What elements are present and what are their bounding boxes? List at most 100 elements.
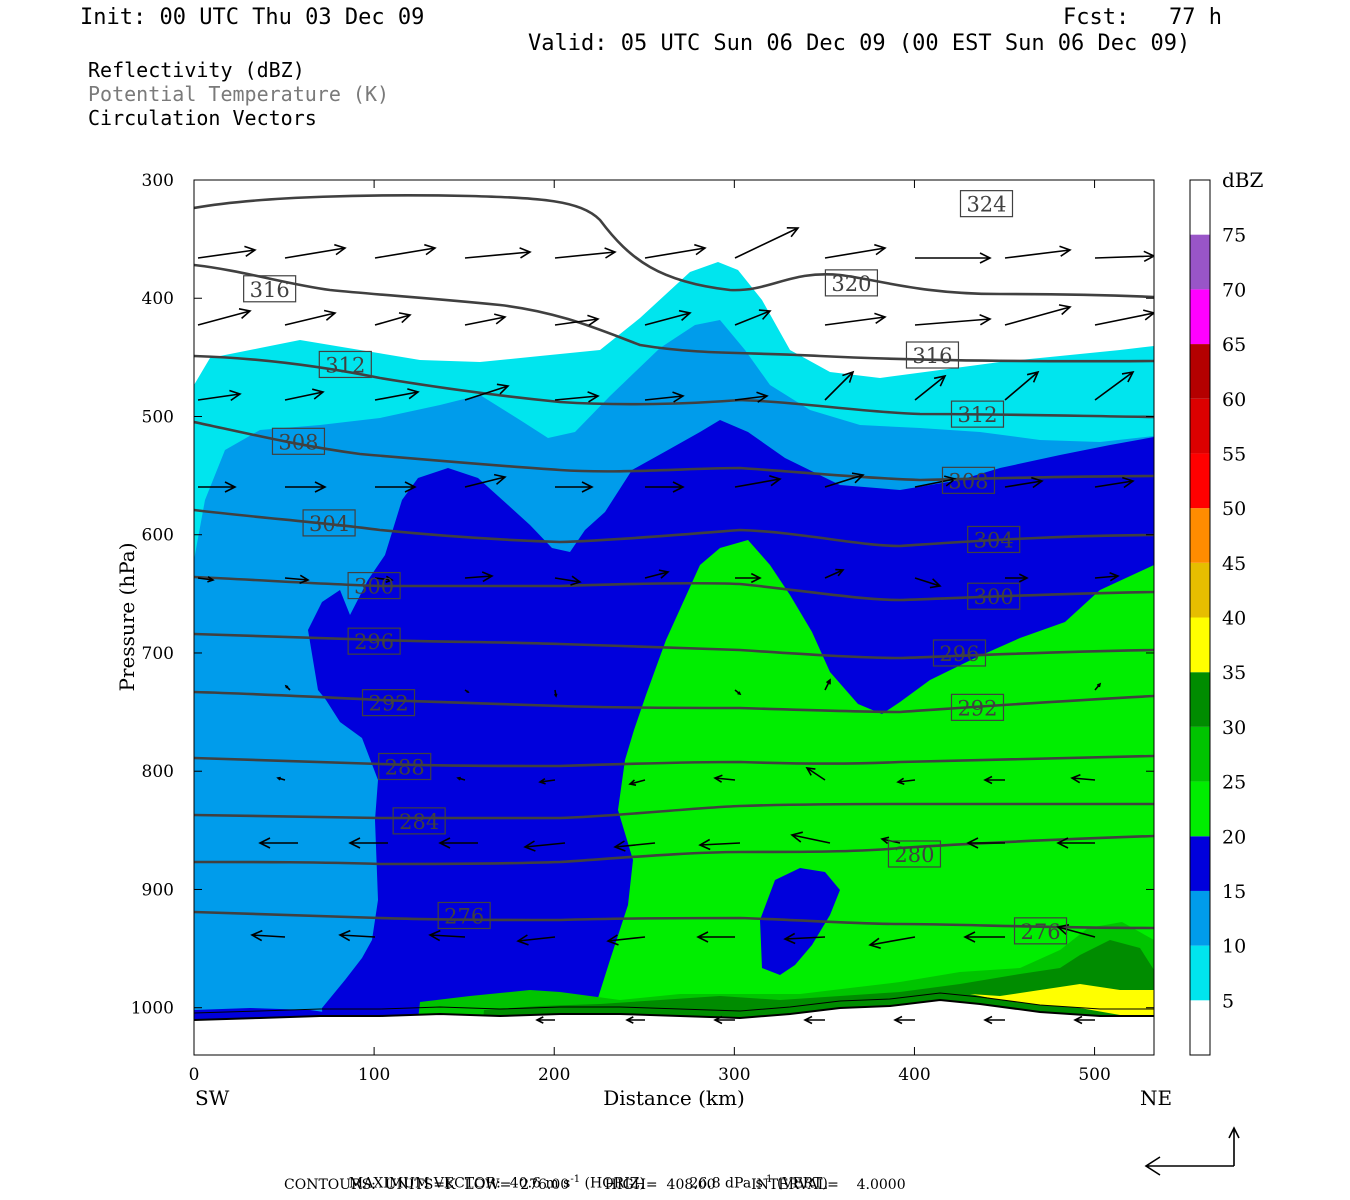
circulation-vector [805, 766, 826, 781]
theta-label: 296 [354, 630, 394, 654]
circulation-vector [1094, 370, 1135, 401]
theta-label-box [887, 840, 942, 868]
contour-note: CONTOURS: UNITS=K LOW= 276.00 HIGH= 408.… [284, 1177, 906, 1193]
colorbar-level-label: 10 [1222, 936, 1246, 958]
circulation-vector [197, 576, 215, 583]
y-tick-label: 900 [142, 880, 174, 900]
circulation-vector [644, 569, 670, 579]
max-vector-prefix: MAXIMUM VECTOR: 40.6 m s [348, 1175, 571, 1192]
circulation-vector [1094, 309, 1154, 326]
theta-label: 276 [1020, 920, 1060, 944]
circulation-vector [734, 309, 772, 326]
circulation-vector [698, 838, 741, 851]
theta-label-box [967, 582, 1021, 610]
theta-label: 276 [444, 904, 484, 928]
circulation-vector [374, 388, 420, 401]
theta-contour-labels: 324 320 316 316 312 312 308 308 304 304 300 300 296 2… [243, 190, 1068, 945]
circulation-vector [824, 312, 887, 326]
circulation-vector [464, 383, 510, 401]
circulation-vector [613, 840, 656, 852]
theta-label-box [392, 807, 446, 835]
circulation-vector [1004, 370, 1040, 401]
colorbar-swatch [1190, 781, 1210, 837]
circulation-vector [783, 932, 826, 945]
circulation-vector [734, 391, 769, 403]
colorbar-swatch [1190, 453, 1210, 509]
circulation-vector [554, 391, 600, 403]
circulation-vector [893, 1015, 915, 1025]
circulation-vector [966, 837, 1005, 849]
circulation-vector [896, 777, 916, 786]
circulation-vector [464, 473, 507, 488]
circulation-vector [523, 840, 566, 852]
circulation-vector [734, 475, 782, 488]
colorbar-level-label: 25 [1222, 772, 1246, 794]
plot-frame [193, 179, 1155, 1056]
theta-contours [194, 194, 1154, 930]
colorbar-swatch [1190, 398, 1210, 454]
colorbar-level-label: 55 [1222, 443, 1246, 465]
theta-label: 288 [385, 755, 425, 779]
theta-label: 308 [948, 469, 988, 493]
theta-label: 312 [957, 403, 997, 427]
max-vector-exp2: -1 [762, 1174, 773, 1185]
circulation-vector [915, 252, 992, 264]
circulation-vector [713, 774, 736, 783]
theta-label-box [950, 693, 1005, 721]
colorbar-level-label: 30 [1222, 717, 1246, 739]
colorbar-level-label: 20 [1222, 826, 1246, 848]
circulation-vector [713, 1015, 735, 1025]
circulation-vector [538, 778, 556, 785]
y-tick-label: 1000 [131, 999, 174, 1019]
colorbar-swatch [1190, 617, 1210, 673]
circulation-vector [1004, 245, 1072, 259]
theta-label-box [302, 509, 356, 537]
circulation-vector [963, 931, 1005, 943]
colorbar-level-label: 70 [1222, 279, 1246, 301]
circulation-vector [644, 243, 707, 259]
theta-label-box [347, 627, 401, 655]
circulation-vector [1004, 476, 1044, 489]
circulation-vector [464, 689, 470, 694]
theta-label-box [1013, 917, 1068, 945]
theta-label: 296 [939, 642, 979, 666]
theta-label: 320 [831, 272, 871, 296]
circulation-vector [198, 481, 237, 493]
x-tick-label: 100 [358, 1065, 390, 1085]
x-tick-label: 500 [1078, 1065, 1110, 1085]
circulation-vector [555, 481, 594, 493]
colorbar-swatch [1190, 890, 1210, 946]
y-tick-label: 600 [142, 526, 174, 546]
theta-label: 312 [325, 353, 365, 377]
circulation-vector [606, 934, 646, 946]
circulation-vector [696, 931, 735, 943]
theta-label-box [941, 466, 996, 494]
theta-label: 316 [250, 278, 290, 302]
circulation-vector [914, 374, 947, 401]
theta-label-box [378, 752, 432, 781]
colorbar-title: dBZ [1222, 168, 1264, 192]
colorbar-level-label: 45 [1222, 553, 1246, 575]
circulation-vector [1004, 304, 1072, 326]
colorbar-swatch [1190, 289, 1210, 345]
reflectivity-field [194, 180, 1154, 1055]
y-tick-label: 500 [142, 407, 174, 427]
colorbar-swatch [1190, 508, 1210, 563]
circulation-vector [790, 831, 831, 844]
theta-label-box [271, 427, 326, 455]
y-tick-label: 300 [142, 171, 174, 191]
theta-label: 324 [966, 193, 1006, 217]
circulation-vector [914, 314, 992, 326]
circulation-vector [734, 689, 742, 696]
circulation-vector [348, 837, 388, 849]
circulation-vector [625, 1016, 645, 1024]
field-reflectivity: Reflectivity (dBZ) [88, 58, 305, 82]
colorbar-level-label: 75 [1222, 225, 1246, 247]
colorbar-level-label: 5 [1222, 990, 1234, 1012]
theta-label-box [243, 275, 297, 303]
circulation-vector [197, 389, 242, 402]
below-ground [194, 1000, 1154, 1055]
y-tick-label: 700 [142, 644, 174, 664]
colorbar-swatch [1190, 562, 1210, 618]
circulation-vector [374, 312, 412, 326]
